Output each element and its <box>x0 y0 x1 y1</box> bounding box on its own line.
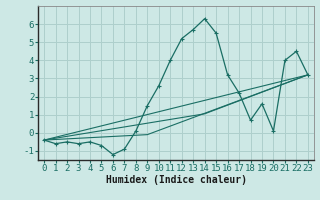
X-axis label: Humidex (Indice chaleur): Humidex (Indice chaleur) <box>106 175 246 185</box>
